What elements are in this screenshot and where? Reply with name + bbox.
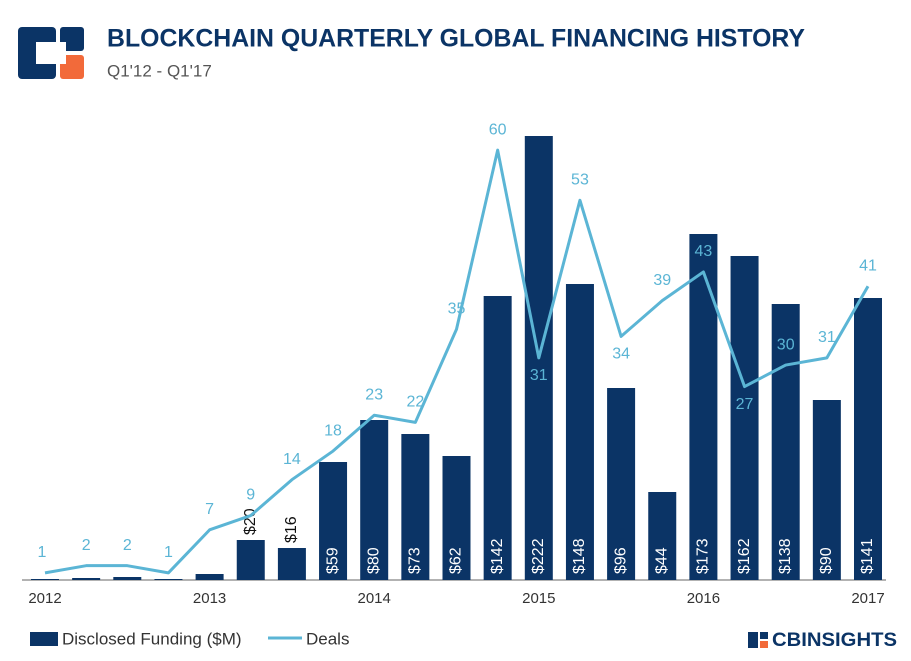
bar — [648, 492, 677, 580]
bar — [31, 579, 59, 580]
legend: Disclosed Funding ($M) Deals — [30, 629, 349, 648]
line-value-label: 41 — [859, 257, 877, 274]
line-value-label: 1 — [38, 544, 47, 561]
line-value-label: 43 — [695, 243, 713, 260]
line-value-label: 34 — [612, 346, 630, 363]
deals-line — [44, 148, 870, 575]
bar — [483, 296, 512, 580]
bar — [565, 284, 594, 580]
bar — [154, 579, 183, 580]
bar — [607, 388, 636, 580]
line-value-label: 53 — [571, 172, 589, 189]
bar — [319, 462, 348, 580]
bar-value-label: $138 — [777, 538, 794, 574]
line-value-label: 18 — [324, 422, 342, 439]
x-tick-label: 2013 — [193, 590, 226, 607]
bar — [236, 540, 265, 580]
line-value-label: 39 — [653, 272, 671, 289]
line-value-label: 22 — [406, 394, 424, 411]
bar — [360, 420, 389, 580]
bar — [72, 578, 101, 580]
bar — [854, 298, 882, 580]
line-value-label: 35 — [448, 300, 466, 317]
brand-logo: CBINSIGHTS — [748, 630, 897, 651]
bar-value-label: $141 — [859, 538, 876, 574]
legend-swatch — [30, 632, 58, 646]
logo — [18, 27, 84, 79]
bar-value-label: $148 — [571, 538, 588, 574]
bar — [689, 234, 718, 580]
bar — [442, 456, 471, 580]
bar-value-label: $222 — [530, 538, 547, 574]
bar — [277, 548, 306, 580]
x-tick-label: 2017 — [851, 590, 884, 607]
legend-label: Disclosed Funding ($M) — [62, 629, 242, 648]
chart-subtitle: Q1'12 - Q1'17 — [107, 61, 212, 80]
bar-value-label: $73 — [407, 547, 424, 574]
bar — [113, 577, 142, 580]
x-tick-label: 2012 — [28, 590, 61, 607]
bar-value-label: $16 — [283, 516, 300, 543]
chart-title: BLOCKCHAIN QUARTERLY GLOBAL FINANCING HI… — [107, 25, 805, 53]
line-value-label: 27 — [736, 396, 754, 413]
bar-value-label: $80 — [365, 547, 382, 574]
line-value-label: 2 — [82, 537, 91, 554]
bar-value-label: $20 — [242, 508, 259, 535]
x-tick-label: 2016 — [687, 590, 720, 607]
line-value-label: 9 — [246, 487, 255, 504]
bar — [812, 400, 841, 580]
x-tick-label: 2015 — [522, 590, 555, 607]
line-value-label: 31 — [818, 329, 836, 346]
bar-value-label: $44 — [653, 547, 670, 574]
bar-value-label: $90 — [818, 547, 835, 574]
bar-value-label: $173 — [695, 538, 712, 574]
bar-value-label: $142 — [489, 538, 506, 574]
bar-value-label: $62 — [448, 547, 465, 574]
line-value-label: 1 — [164, 544, 173, 561]
bar-value-label: $96 — [612, 547, 629, 574]
bar — [730, 256, 759, 580]
brand-name: CBINSIGHTS — [772, 630, 897, 651]
bar-value-label: $59 — [324, 547, 341, 574]
bar — [195, 574, 224, 580]
line-value-label: 7 — [205, 501, 214, 518]
legend-label: Deals — [306, 629, 349, 648]
line-value-label: 60 — [489, 121, 507, 138]
line-value-label: 31 — [530, 367, 548, 384]
line-value-label: 2 — [123, 537, 132, 554]
bar — [771, 304, 800, 580]
bar — [401, 434, 430, 580]
bar-value-label: $162 — [736, 538, 753, 574]
line-value-label: 23 — [365, 386, 383, 403]
line-value-label: 30 — [777, 336, 795, 353]
x-tick-label: 2014 — [358, 590, 391, 607]
line-value-label: 14 — [283, 451, 301, 468]
